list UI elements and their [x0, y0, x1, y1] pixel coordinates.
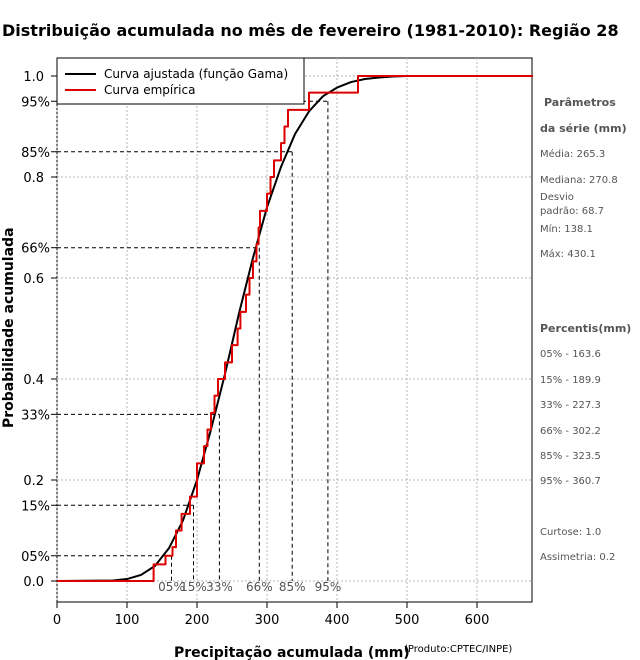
series-empirical-line [57, 75, 533, 582]
axis-ticks: 0 100 200 300 400 500 600 0.0 0.2 0.4 0.6 0.8 1.0 05%… [21, 70, 489, 628]
x-percent-label: 85% [279, 580, 306, 594]
legend: Curva ajustada (função Gama) Curva empír… [56, 57, 305, 105]
y-percent-label: 85% [21, 146, 50, 161]
params-heading-1: Parâmetros [544, 96, 616, 109]
y-tick-label: 0.2 [23, 474, 44, 489]
pct-15: 15% - 189.9 [540, 375, 601, 386]
x-tick-label: 500 [395, 613, 420, 628]
legend-label-fitted: Curva ajustada (função Gama) [104, 67, 288, 81]
credit-text: (Produto:CPTEC/INPE) [404, 644, 512, 655]
stat-mediana: Mediana: 270.8 [540, 175, 618, 186]
x-tick-label: 300 [255, 613, 280, 628]
chart-title: Distribuição acumulada no mês de feverei… [2, 21, 619, 40]
y-percent-label: 05% [21, 550, 50, 565]
x-tick-label: 600 [465, 613, 490, 628]
pct-85: 85% - 323.5 [540, 451, 601, 462]
x-tick-label: 0 [53, 613, 61, 628]
plot-frame [56, 57, 533, 603]
y-percent-label: 95% [21, 95, 50, 110]
stat-min: Mín: 138.1 [540, 223, 593, 235]
stat-desvio-1: Desvio [540, 192, 574, 203]
stat-media: Média: 265.3 [540, 148, 605, 160]
y-tick-label: 0.4 [23, 373, 44, 388]
side-panel: Parâmetros da série (mm) Média: 265.3 Me… [540, 96, 631, 563]
y-percent-label: 33% [21, 408, 50, 423]
legend-box [56, 57, 305, 105]
y-tick-label: 1.0 [23, 70, 44, 85]
percentis-heading: Percentis(mm) [540, 322, 631, 335]
pct-05: 05% - 163.6 [540, 349, 601, 360]
x-tick-label: 100 [115, 613, 140, 628]
stat-max: Máx: 430.1 [540, 248, 596, 260]
y-tick-label: 0.6 [23, 272, 44, 287]
pct-33: 33% - 227.3 [540, 400, 601, 411]
pct-95: 95% - 360.7 [540, 476, 601, 487]
y-tick-label: 0.0 [23, 575, 44, 590]
x-percent-label: 15% [180, 580, 207, 594]
y-percent-label: 66% [21, 242, 50, 257]
x-percent-label: 95% [315, 580, 342, 594]
x-tick-label: 200 [185, 613, 210, 628]
stat-curtose: Curtose: 1.0 [540, 527, 601, 538]
y-percent-label: 15% [21, 499, 50, 514]
percentile-markers: 05%15% 33% 66% 85% 95% [158, 580, 341, 594]
y-axis-label: Probabilidade acumulada [1, 227, 17, 428]
grid-layer [56, 58, 532, 602]
params-heading-2: da série (mm) [540, 122, 627, 135]
x-percent-label: 66% [246, 580, 273, 594]
x-tick-label: 400 [325, 613, 350, 628]
x-percent-label: 33% [206, 580, 233, 594]
legend-label-empirical: Curva empírica [104, 83, 195, 97]
y-tick-label: 0.8 [23, 171, 44, 186]
stat-desvio-2: padrão: 68.7 [540, 206, 604, 217]
percentile-guides [57, 100, 329, 581]
series-layer [56, 75, 533, 582]
stat-assimetria: Assimetria: 0.2 [540, 552, 615, 563]
x-axis-label: Precipitação acumulada (mm) [174, 645, 410, 660]
x-percent-label: 05% [158, 580, 185, 594]
pct-66: 66% - 302.2 [540, 426, 601, 437]
